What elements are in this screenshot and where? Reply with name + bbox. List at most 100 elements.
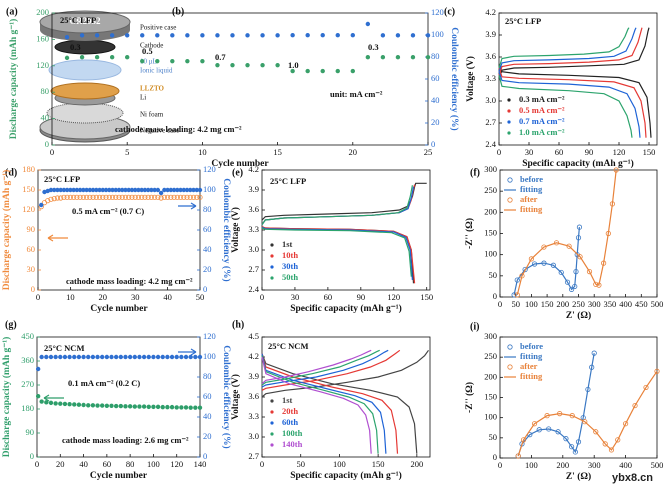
layer-label: Ni foam — [140, 111, 164, 119]
y2-tick-label: 60 — [431, 73, 440, 83]
data-point — [260, 62, 265, 68]
ni-foam — [46, 102, 124, 124]
data-point — [608, 447, 615, 453]
legend-label: 140th — [282, 439, 303, 449]
llzto-disk — [50, 82, 120, 100]
data-point — [113, 354, 119, 360]
data-point — [155, 354, 161, 360]
annotation: 25°C NCM — [268, 341, 308, 351]
data-line — [498, 27, 633, 138]
data-point — [577, 254, 583, 260]
data-point — [142, 194, 148, 200]
data-point — [81, 354, 86, 360]
data-point — [51, 196, 57, 202]
x-tick-label: 40 — [79, 459, 88, 469]
y2-tick-label: 120 — [203, 331, 216, 341]
layer-label: Li — [140, 94, 146, 102]
data-point — [90, 403, 96, 408]
data-point — [572, 449, 578, 455]
x-axis-label: Cycle number — [90, 304, 148, 314]
panel-label: (f) — [470, 167, 480, 178]
x-tick-label: 30 — [291, 292, 300, 302]
x-tick-label: 400 — [619, 299, 632, 309]
x-tick-label: 0 — [36, 292, 40, 302]
legend-marker — [270, 432, 274, 436]
data-point — [168, 194, 174, 200]
panel-label: (d) — [5, 167, 17, 178]
y2-tick-label: 120 — [203, 164, 216, 174]
y2-tick-label: 20 — [431, 117, 440, 127]
legend-label: 20th — [282, 406, 298, 416]
data-point — [260, 33, 265, 38]
data-point — [215, 62, 220, 68]
coin-cell-label: CR2032 — [70, 16, 101, 26]
annotation: cathode mass loading: 4.2 mg cm⁻² — [66, 276, 193, 286]
legend-label: before — [520, 174, 543, 184]
data-point — [602, 441, 608, 447]
axis-arrow — [47, 234, 68, 242]
annotation: 0.5 — [142, 46, 153, 56]
data-point — [39, 354, 44, 360]
data-point — [155, 404, 161, 410]
data-point — [148, 194, 154, 200]
legend-label: fitting — [520, 371, 543, 381]
data-point — [320, 33, 325, 38]
data-point — [96, 194, 103, 200]
data-point — [151, 404, 156, 410]
data-point — [72, 354, 77, 360]
y2-axis-label: Coulombic efficiency (%) — [221, 178, 232, 281]
layer-label: Ionic liquid — [140, 67, 173, 75]
data-point — [528, 256, 535, 262]
x-tick-label: 150 — [643, 147, 656, 157]
y-tick-label: 40 — [41, 113, 50, 123]
annotation: cathode mass loading: 4.2 mg cm⁻² — [115, 124, 242, 134]
data-point — [54, 195, 61, 201]
data-point — [113, 194, 119, 200]
y2-axis-label: Coulombic efficiency (%) — [449, 27, 460, 130]
x-tick-label: 100 — [525, 460, 538, 470]
y2-tick-label: 100 — [431, 29, 444, 39]
data-line — [513, 227, 580, 296]
y-tick-label: 300 — [484, 331, 497, 341]
y2-axis-label: Coulombic efficiency (%) — [221, 345, 232, 448]
x-tick-label: 20 — [56, 459, 65, 469]
data-point — [119, 194, 125, 200]
data-line — [498, 27, 641, 138]
x-tick-label: 100 — [333, 459, 346, 469]
panel-label: (h) — [232, 319, 244, 330]
data-point — [99, 403, 105, 408]
data-point — [160, 404, 165, 410]
data-point — [124, 33, 130, 38]
y-axis-label: Voltage (V) — [230, 374, 241, 420]
data-point — [230, 62, 235, 68]
data-point — [39, 202, 44, 208]
data-point — [99, 354, 105, 360]
data-point — [365, 55, 371, 60]
x-tick-label: 200 — [556, 299, 569, 309]
data-point — [171, 194, 177, 200]
data-point — [197, 405, 203, 410]
data-point — [132, 194, 138, 200]
x-tick-label: 400 — [619, 460, 632, 470]
legend-label: 0.5 mA cm⁻² — [519, 105, 565, 115]
legend-marker — [270, 443, 274, 447]
battery-diagram: (a) CR2032 Positive case Cathode 10 μL I… — [6, 6, 179, 143]
data-point — [245, 62, 250, 68]
data-point — [290, 33, 295, 38]
data-point — [161, 194, 167, 200]
y2-tick-label: 80 — [431, 51, 440, 61]
y-tick-label: 100 — [484, 249, 497, 259]
data-point — [64, 194, 70, 200]
annotation: 25°C LFP — [60, 15, 96, 25]
y-tick-label: 0 — [45, 139, 49, 149]
x-tick-label: 50 — [511, 299, 520, 309]
data-point — [48, 196, 54, 202]
data-point — [137, 404, 142, 409]
x-tick-label: 150 — [372, 459, 385, 469]
x-tick-label: 200 — [556, 460, 569, 470]
legend-label: 0.3 mA cm⁻² — [519, 94, 565, 104]
data-point — [185, 33, 190, 38]
data-point — [155, 58, 160, 64]
data-point — [146, 354, 151, 360]
data-point — [122, 194, 129, 200]
